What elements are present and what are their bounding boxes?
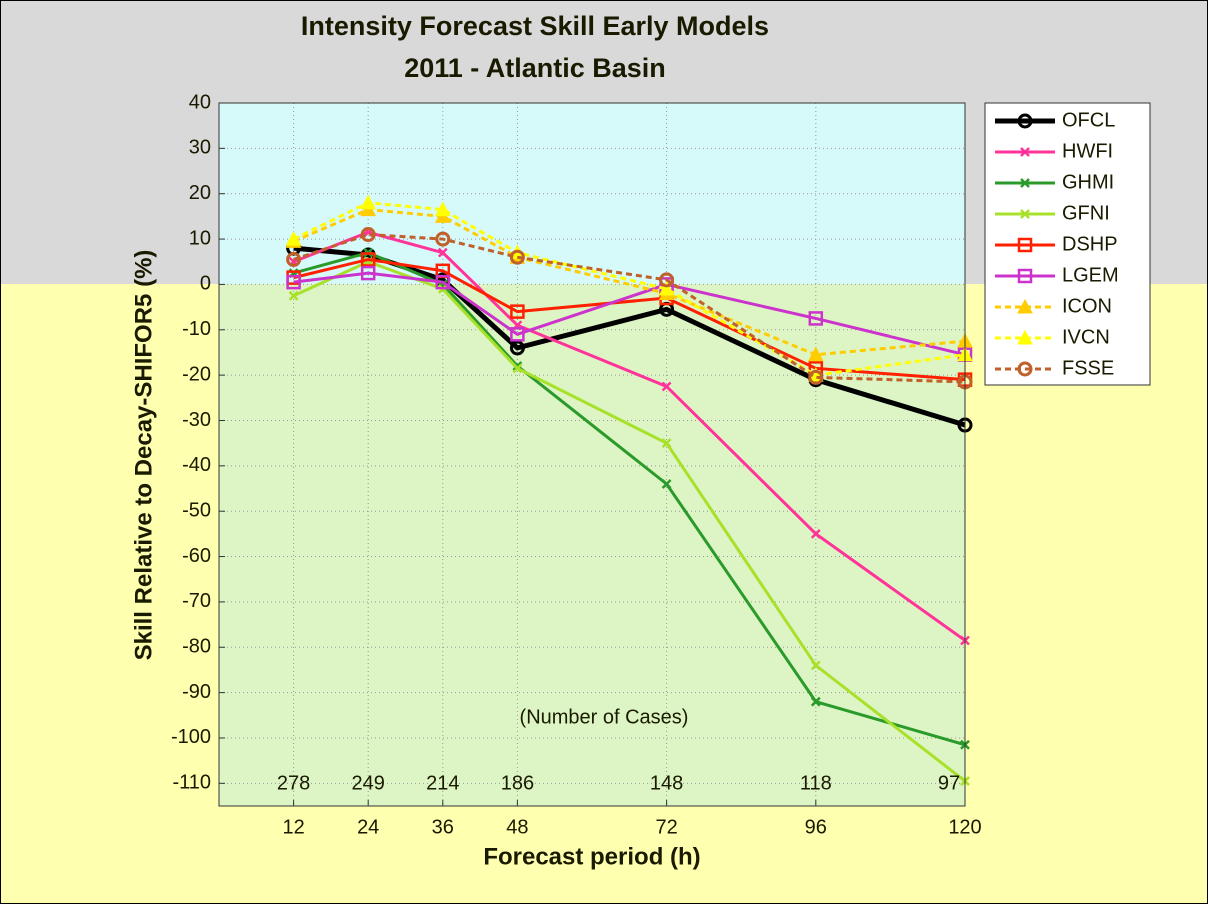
case-count: 186 bbox=[501, 772, 534, 794]
plot-frame bbox=[218, 102, 966, 807]
legend-marker bbox=[1017, 268, 1033, 284]
marker bbox=[810, 660, 821, 671]
y-axis-label: Skill Relative to Decay-SHIFOR5 (%) bbox=[130, 250, 157, 661]
case-count: 278 bbox=[277, 772, 310, 794]
y-tick-label: -50 bbox=[182, 499, 211, 521]
annotation: (Number of Cases) bbox=[520, 706, 689, 728]
case-count: 214 bbox=[426, 772, 459, 794]
marker bbox=[509, 249, 525, 265]
legend-marker bbox=[1017, 361, 1033, 377]
legend-label: IVCN bbox=[1062, 326, 1110, 348]
chart-subtitle: 2011 - Atlantic Basin bbox=[404, 53, 666, 83]
x-tick-label: 48 bbox=[506, 816, 528, 838]
y-tick-label: -90 bbox=[182, 681, 211, 703]
marker bbox=[509, 340, 525, 356]
case-count: 97 bbox=[938, 772, 960, 794]
marker bbox=[288, 290, 299, 301]
y-tick-label: 20 bbox=[189, 182, 211, 204]
legend-label: GHMI bbox=[1062, 171, 1114, 193]
marker bbox=[810, 528, 821, 539]
marker bbox=[285, 231, 302, 246]
marker bbox=[658, 280, 675, 296]
x-tick-label: 96 bbox=[805, 816, 827, 838]
y-tick-label: -110 bbox=[172, 772, 211, 794]
y-tick-label: -10 bbox=[182, 318, 211, 340]
x-tick-label: 72 bbox=[655, 816, 677, 838]
case-count: 118 bbox=[800, 772, 832, 794]
y-tick-label: -30 bbox=[182, 409, 211, 431]
x-axis-label: Forecast period (h) bbox=[483, 843, 700, 870]
legend: OFCL HWFI GHMI GFNI DSHP LGEM ICON IVCN FSSE bbox=[984, 102, 1151, 386]
y-tick-label: 30 bbox=[189, 137, 211, 159]
y-tick-label: -70 bbox=[182, 590, 211, 612]
marker bbox=[659, 272, 675, 288]
legend-label: ICON bbox=[1062, 295, 1112, 317]
marker bbox=[661, 381, 672, 392]
y-tick-label: -80 bbox=[182, 636, 211, 658]
legend-label: FSSE bbox=[1062, 357, 1114, 379]
x-tick-label: 36 bbox=[432, 816, 454, 838]
marker bbox=[661, 438, 672, 449]
line bbox=[293, 271, 966, 357]
legend-label: DSHP bbox=[1062, 233, 1118, 255]
legend-marker bbox=[1020, 178, 1030, 188]
y-tick-label: -20 bbox=[182, 363, 211, 385]
legend-label: GFNI bbox=[1062, 202, 1110, 224]
marker bbox=[510, 327, 525, 342]
x-tick-label: 24 bbox=[357, 816, 379, 838]
legend-marker bbox=[1017, 298, 1033, 314]
marker bbox=[807, 346, 824, 362]
marker bbox=[286, 251, 302, 267]
marker bbox=[360, 265, 376, 281]
y-tick-label: -100 bbox=[171, 726, 211, 748]
marker bbox=[434, 201, 451, 217]
legend-label: HWFI bbox=[1062, 140, 1113, 162]
marker bbox=[510, 304, 525, 319]
y-tick-label: 0 bbox=[200, 273, 211, 295]
series-line bbox=[288, 256, 970, 786]
marker bbox=[435, 231, 451, 247]
marker bbox=[435, 274, 451, 290]
y-tick-label: 10 bbox=[189, 227, 211, 249]
legend-marker bbox=[1020, 209, 1030, 219]
legend-label: LGEM bbox=[1062, 264, 1119, 286]
legend-label: OFCL bbox=[1062, 109, 1115, 131]
marker bbox=[360, 252, 376, 267]
marker bbox=[512, 363, 523, 374]
y-tick-label: -40 bbox=[182, 454, 211, 476]
marker bbox=[360, 194, 377, 210]
y-tick-label: 40 bbox=[189, 91, 211, 113]
case-count: 148 bbox=[650, 772, 683, 794]
x-tick-label: 120 bbox=[948, 816, 981, 838]
y-tick-label: -60 bbox=[182, 545, 211, 567]
series bbox=[285, 194, 973, 786]
marker bbox=[810, 696, 821, 707]
x-tick-label: 12 bbox=[282, 816, 304, 838]
marker bbox=[808, 369, 824, 385]
marker bbox=[360, 227, 376, 243]
line bbox=[293, 233, 966, 384]
legend-marker bbox=[1020, 147, 1030, 157]
marker bbox=[286, 274, 301, 290]
marker bbox=[808, 311, 824, 326]
marker bbox=[661, 479, 672, 489]
marker bbox=[437, 247, 448, 258]
legend-marker bbox=[1017, 113, 1033, 129]
legend-marker bbox=[1017, 329, 1033, 345]
chart-title: Intensity Forecast Skill Early Models bbox=[301, 11, 769, 41]
legend-marker bbox=[1017, 237, 1033, 253]
case-count: 249 bbox=[352, 772, 385, 794]
